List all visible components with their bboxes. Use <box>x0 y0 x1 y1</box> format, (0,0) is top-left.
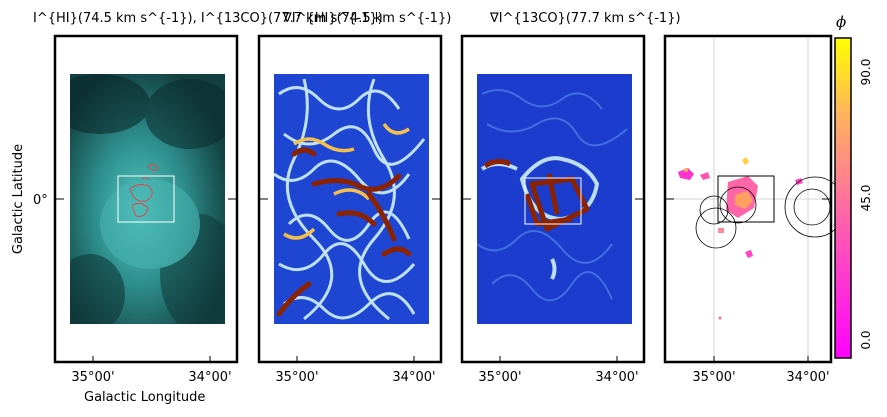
panel-3-image <box>477 74 632 324</box>
panel-1-image <box>70 74 225 324</box>
x-tick-p2-35: 35°00' <box>275 370 318 385</box>
x-tick-p3-34: 34°00' <box>595 370 638 385</box>
x-tick-labels: 35°00' 34°00' 35°00' 34°00' 35°00' 34°00… <box>71 370 829 385</box>
panel-2: ∇I^{HI}(74.5 km s^{-1}) <box>257 11 451 364</box>
x-tick-p1-35: 35°00' <box>71 370 114 385</box>
colorbar-tick-0: 0.0 <box>859 330 873 349</box>
y-tick-labels: 0° <box>33 193 48 208</box>
panel-1: I^{HI}(74.5 km s^{-1}), I^{13CO}(77.7 km… <box>33 11 383 364</box>
x-tick-p4-34: 34°00' <box>786 370 829 385</box>
panel-4-region-box <box>717 175 775 223</box>
panel-1-region-box <box>117 175 175 223</box>
panel-2-image <box>274 74 429 324</box>
panel-1-title: I^{HI}(74.5 km s^{-1}), I^{13CO}(77.7 km… <box>33 11 383 26</box>
x-tick-p4-35: 35°00' <box>692 370 735 385</box>
panel-3-title: ∇I^{13CO}(77.7 km s^{-1}) <box>489 11 681 26</box>
colorbar-tick-45: 45.0 <box>859 185 873 212</box>
colorbar-scale <box>834 37 852 359</box>
panel-1-co-contours <box>129 163 159 217</box>
panel-3: ∇I^{13CO}(77.7 km s^{-1}) <box>460 11 681 364</box>
x-tick-p2-34: 34°00' <box>392 370 435 385</box>
panel-2-title: ∇I^{HI}(74.5 km s^{-1}) <box>282 11 451 26</box>
x-axis-label: Galactic Longitude <box>84 390 205 405</box>
panel-3-region-box <box>524 177 582 225</box>
colorbar: ϕ 90.0 45.0 0.0 <box>834 13 873 359</box>
x-tick-p3-35: 35°00' <box>478 370 521 385</box>
panel-4 <box>663 34 846 364</box>
x-tick-p1-34: 34°00' <box>188 370 231 385</box>
panel-4-angle-map <box>678 157 803 320</box>
y-axis-label: Galactic Latitude <box>11 144 26 254</box>
colorbar-tick-90: 90.0 <box>859 59 873 86</box>
y-tick-0deg: 0° <box>33 193 48 208</box>
colorbar-label: ϕ <box>836 13 846 31</box>
